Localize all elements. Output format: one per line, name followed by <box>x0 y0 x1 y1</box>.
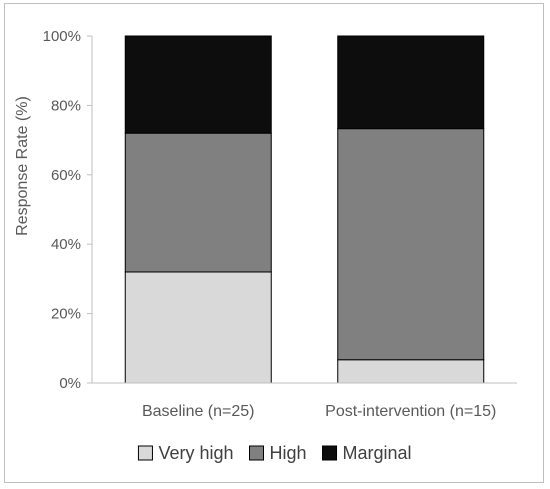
legend: Very high High Marginal <box>137 443 412 463</box>
plot-area <box>124 35 485 384</box>
legend-swatch <box>249 445 264 461</box>
x-category-label: Post-intervention (n=15) <box>325 403 496 420</box>
bar-segment-marginal <box>337 35 485 130</box>
bar-segment-marginal <box>124 35 272 134</box>
chart-area: 0% 20% 40% 60% 80% 100% Baseline (n=25) Post-in… <box>4 3 544 483</box>
y-tick-label: 80% <box>51 97 81 114</box>
x-category-label: Baseline (n=25) <box>142 403 255 420</box>
legend-label: High <box>270 443 307 463</box>
y-tick-label: 20% <box>51 306 81 323</box>
bar-segment-very-high <box>124 271 272 384</box>
y-axis-title: Response Rate (%) <box>14 96 31 236</box>
y-tick-label: 60% <box>51 167 81 184</box>
y-tick-label: 100% <box>43 28 81 45</box>
legend-swatch <box>322 445 338 461</box>
stacked-bar-chart: 0% 20% 40% 60% 80% 100% Baseline (n=25) Post-in… <box>14 28 517 463</box>
bar-segment-very-high <box>337 359 485 384</box>
legend-swatch <box>137 445 153 461</box>
y-tick-label: 0% <box>59 375 81 392</box>
legend-label: Marginal <box>343 443 412 463</box>
bar-segment-high <box>124 132 272 273</box>
legend-label: Very high <box>158 443 233 463</box>
bar-segment-high <box>337 128 485 361</box>
axes: 0% 20% 40% 60% 80% 100% Baseline (n=25) Post-in… <box>43 28 517 420</box>
y-tick-label: 40% <box>51 236 81 253</box>
